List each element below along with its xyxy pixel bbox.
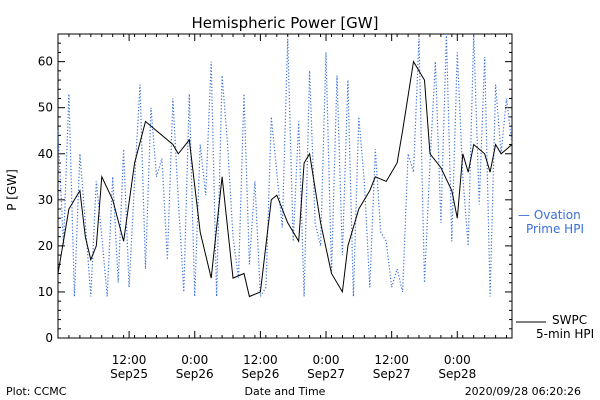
y-axis-ticks: 0 10 20 30 40 50 60 xyxy=(38,33,512,345)
footer-timestamp: 2020/09/28 06:20:26 xyxy=(465,385,581,398)
x-tick-time-label: 12:00 xyxy=(374,353,409,367)
x-tick-date-label: Sep27 xyxy=(307,367,345,381)
x-axis-label: Date and Time xyxy=(245,385,326,398)
y-tick-label: 50 xyxy=(38,101,53,115)
legend-swpc: SWPC 5-min HPI xyxy=(516,313,594,341)
x-tick-time-label: 0:00 xyxy=(444,353,471,367)
series-ovation-line xyxy=(57,33,513,299)
y-tick-label: 30 xyxy=(38,193,53,207)
legend-swpc-line2: 5-min HPI xyxy=(536,327,594,341)
x-tick-date-label: Sep26 xyxy=(241,367,279,381)
y-tick-label: 40 xyxy=(38,147,53,161)
legend-ovation-line2: Prime HPI xyxy=(526,222,584,236)
x-tick-date-label: Sep25 xyxy=(110,367,148,381)
legend-swpc-line1: SWPC xyxy=(552,313,587,327)
x-tick-time-label: 0:00 xyxy=(313,353,340,367)
x-tick-date-label: Sep26 xyxy=(176,367,214,381)
legend-ovation: — Ovation Prime HPI xyxy=(518,208,584,236)
y-tick-label: 0 xyxy=(45,331,53,345)
plot-frame xyxy=(57,33,513,339)
x-axis-ticks: 12:00Sep250:00Sep2612:00Sep260:00Sep2712… xyxy=(57,34,508,381)
series-layer xyxy=(57,33,513,299)
x-tick-date-label: Sep27 xyxy=(373,367,411,381)
y-tick-label: 20 xyxy=(38,239,53,253)
y-tick-label: 10 xyxy=(38,285,53,299)
chart-title: Hemispheric Power [GW] xyxy=(192,14,379,32)
footer-plot-credit: Plot: CCMC xyxy=(6,385,67,398)
legend-ovation-line1: — Ovation xyxy=(518,208,581,222)
series-swpc-line xyxy=(57,60,513,298)
x-tick-date-label: Sep28 xyxy=(438,367,476,381)
y-axis-label: P [GW] xyxy=(5,169,19,211)
x-tick-time-label: 0:00 xyxy=(181,353,208,367)
x-tick-time-label: 12:00 xyxy=(243,353,278,367)
x-tick-time-label: 12:00 xyxy=(112,353,147,367)
y-tick-label: 60 xyxy=(38,55,53,69)
